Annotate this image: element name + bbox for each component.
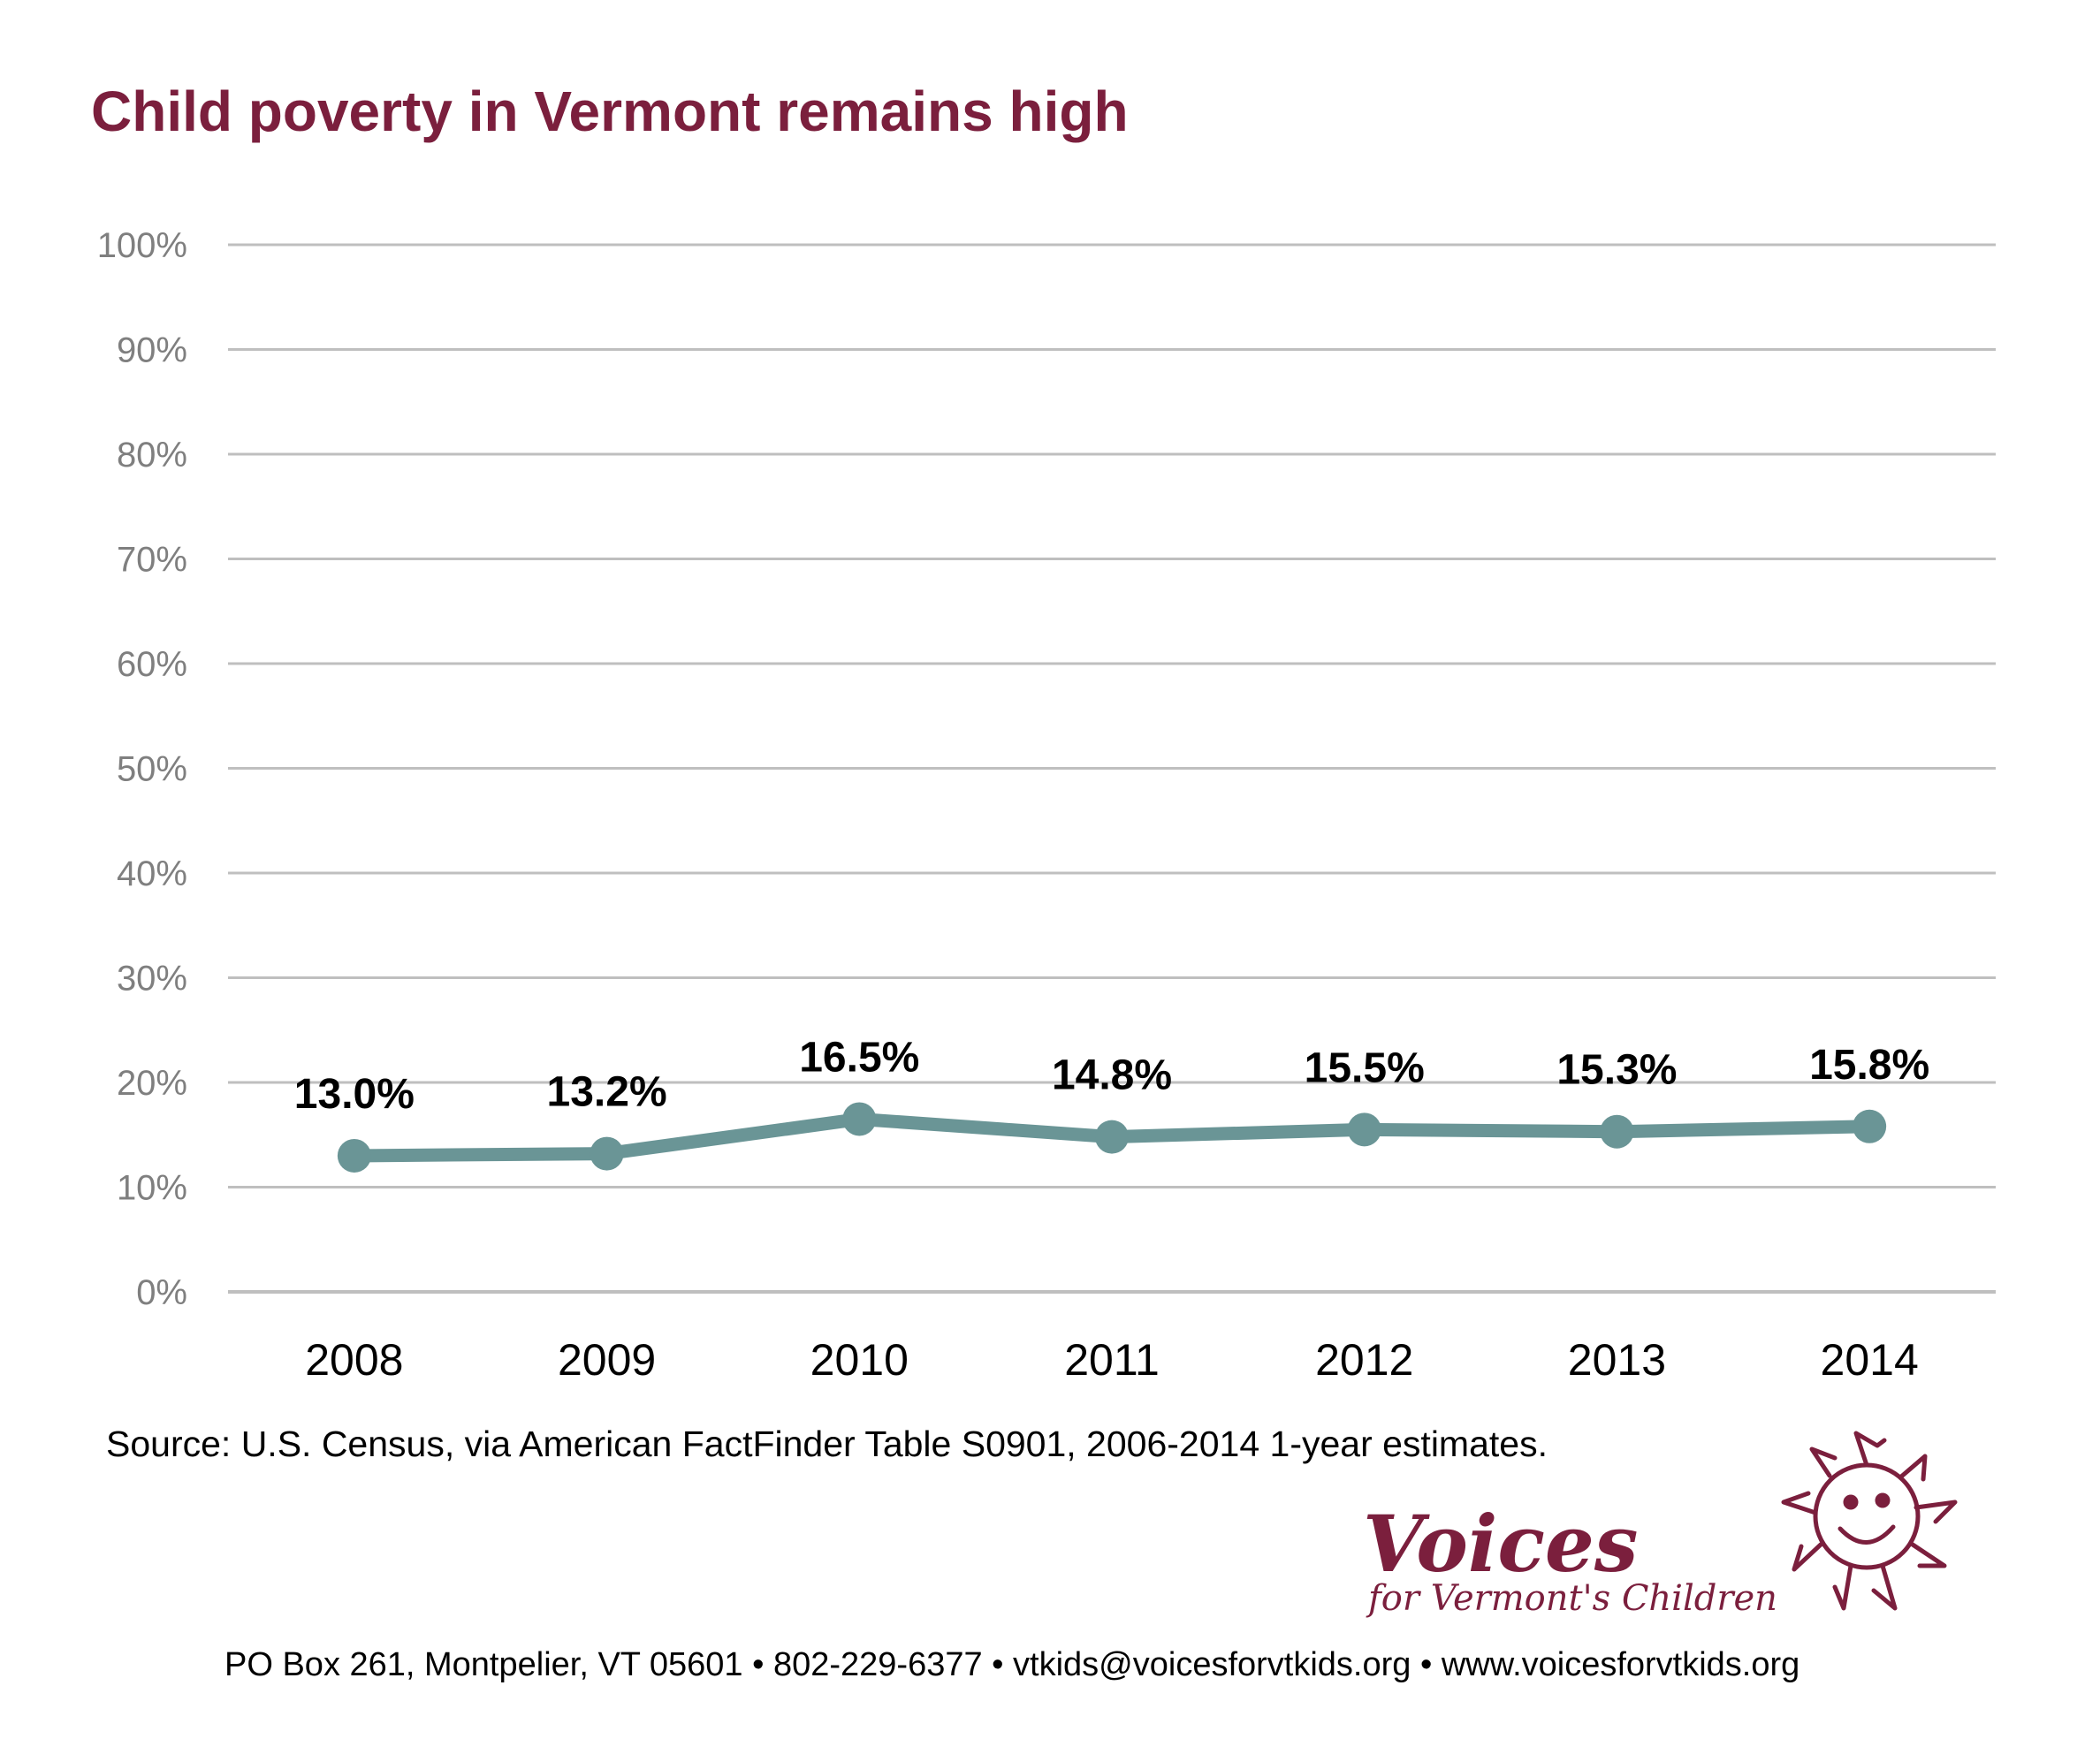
y-tick-label: 70% xyxy=(117,541,187,580)
x-tick-label: 2011 xyxy=(1064,1335,1160,1385)
data-label: 15.8% xyxy=(1809,1042,1929,1089)
contact-line: PO Box 261, Montpelier, VT 05601 • 802-2… xyxy=(224,1646,1799,1683)
data-label: 16.5% xyxy=(799,1034,919,1081)
y-tick-label: 90% xyxy=(117,331,187,370)
data-point xyxy=(337,1138,371,1173)
x-tick-label: 2014 xyxy=(1821,1335,1919,1385)
data-point xyxy=(842,1102,877,1136)
y-tick-label: 40% xyxy=(117,854,187,893)
logo-tagline: for Vermont's Children xyxy=(1366,1578,1777,1619)
data-label: 13.2% xyxy=(547,1069,667,1116)
data-label: 14.8% xyxy=(1052,1052,1172,1099)
data-label: 15.5% xyxy=(1305,1044,1425,1091)
sun-face-icon xyxy=(1781,1431,1958,1611)
y-tick-label: 50% xyxy=(117,750,187,789)
data-label: 15.3% xyxy=(1556,1047,1677,1094)
x-tick-label: 2009 xyxy=(558,1335,656,1385)
x-tick-label: 2013 xyxy=(1568,1335,1666,1385)
y-tick-label: 20% xyxy=(117,1064,187,1103)
y-tick-label: 10% xyxy=(117,1169,187,1208)
voices-logo: Voices for Vermont's Children xyxy=(1363,1431,1958,1619)
x-axis-ticks: 2008 2009 2010 2011 2012 2013 2014 xyxy=(305,1335,1919,1385)
data-point xyxy=(1853,1109,1887,1143)
data-point xyxy=(590,1136,624,1171)
data-labels: 13.0% 13.2% 16.5% 14.8% 15.5% 15.3% 15.8% xyxy=(294,1034,1929,1117)
x-tick-label: 2008 xyxy=(305,1335,403,1385)
y-tick-label: 0% xyxy=(136,1273,187,1312)
y-tick-label: 30% xyxy=(117,960,187,998)
x-tick-label: 2012 xyxy=(1315,1335,1413,1385)
data-point xyxy=(1347,1112,1381,1147)
y-axis-ticks: 0% 10% 20% 30% 40% 50% 60% 70% 80% 90% 100% xyxy=(97,226,187,1312)
logo-name: Voices xyxy=(1363,1498,1638,1590)
y-tick-label: 100% xyxy=(97,226,187,265)
y-tick-label: 80% xyxy=(117,436,187,475)
gridlines xyxy=(228,243,1996,1294)
source-note: Source: U.S. Census, via American FactFi… xyxy=(106,1424,1548,1464)
data-point xyxy=(1600,1114,1634,1149)
y-tick-label: 60% xyxy=(117,645,187,684)
series-poverty-rate xyxy=(337,1102,1887,1173)
data-label: 13.0% xyxy=(294,1071,415,1118)
x-tick-label: 2010 xyxy=(810,1335,909,1385)
chart-title: Child poverty in Vermont remains high xyxy=(91,80,1129,143)
data-point xyxy=(1095,1120,1129,1154)
